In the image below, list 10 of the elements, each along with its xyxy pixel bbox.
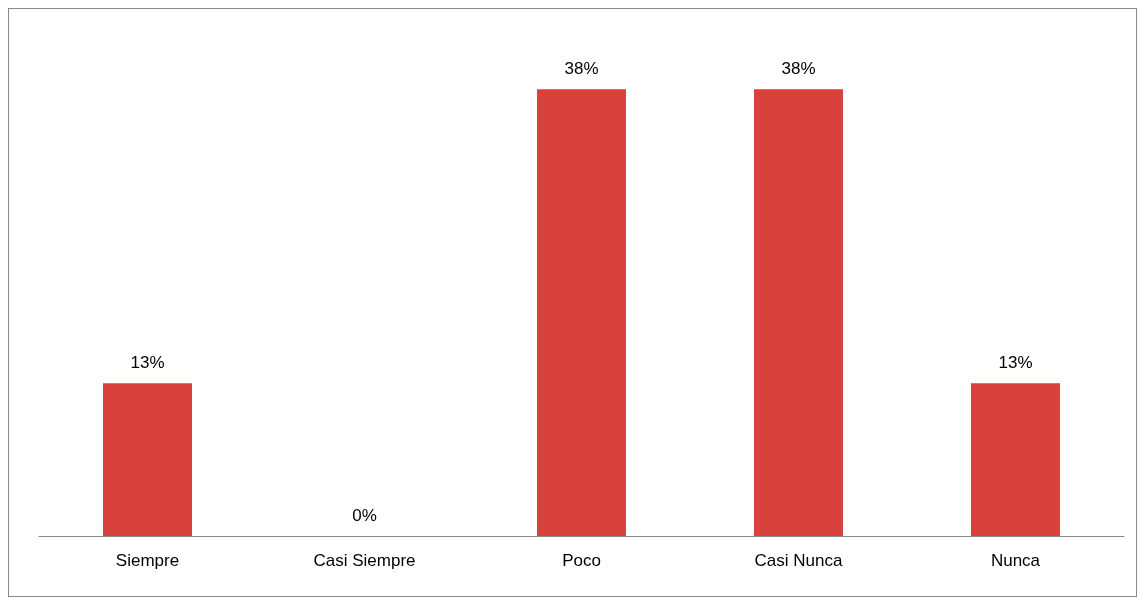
x-tick-label: Casi Nunca: [754, 551, 843, 570]
x-tick-label: Poco: [562, 551, 601, 570]
data-label: 38%: [564, 59, 599, 79]
data-label: 13%: [998, 353, 1033, 373]
x-tick-label: Casi Siempre: [313, 551, 416, 570]
data-label: 13%: [130, 353, 165, 373]
x-tick-label: Nunca: [990, 551, 1041, 570]
data-label: 0%: [352, 506, 377, 525]
x-tick-label: Siempre: [115, 551, 180, 570]
data-label: 38%: [781, 59, 816, 79]
